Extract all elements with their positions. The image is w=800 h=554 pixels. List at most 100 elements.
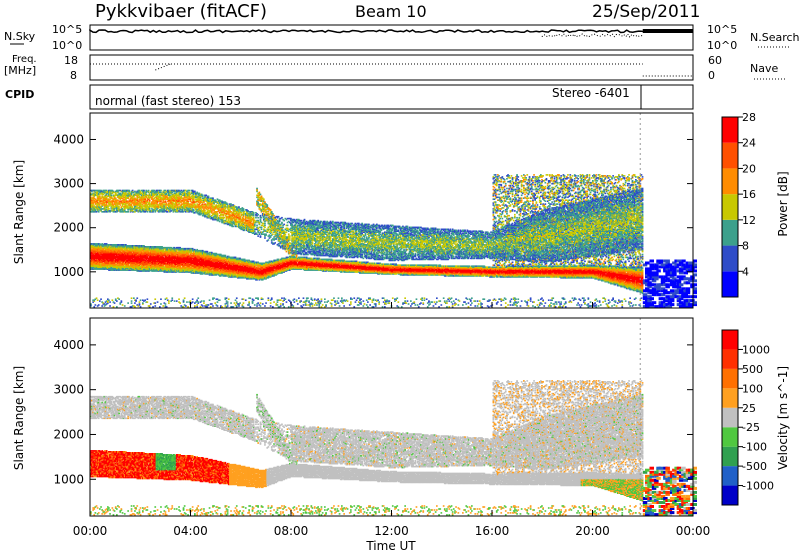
power-cell xyxy=(135,299,137,301)
power-cell xyxy=(187,306,189,308)
nave-tick-bottom: 0 xyxy=(708,69,715,82)
power-cell xyxy=(212,305,214,307)
power-cell xyxy=(213,297,215,299)
power-cell xyxy=(149,199,151,201)
power-cell xyxy=(176,300,178,302)
power-cell xyxy=(178,298,180,300)
power-cell xyxy=(124,305,126,307)
power-cell xyxy=(157,301,159,303)
power-cell xyxy=(171,299,173,301)
freq-tick-top: 18 xyxy=(64,54,78,67)
power-cell xyxy=(140,299,142,301)
power-cell xyxy=(202,305,204,307)
power-cell xyxy=(187,200,189,202)
power-cell xyxy=(202,195,204,197)
power-cell xyxy=(108,208,110,210)
power-cell xyxy=(168,300,170,302)
power-cell xyxy=(127,211,129,213)
cpid-mode: normal (fast stereo) 153 xyxy=(95,94,241,108)
freq-jump xyxy=(155,64,170,70)
power-cell xyxy=(185,305,187,307)
power-cell xyxy=(99,196,101,198)
cpid-mode2: Stereo -6401 xyxy=(552,86,630,100)
station-title: Pykkvibaer (fitACF) xyxy=(95,1,267,22)
power-cell xyxy=(210,306,212,308)
power-cell xyxy=(211,303,213,305)
power-cell xyxy=(154,302,156,304)
nsky-trace xyxy=(90,30,693,37)
nsky-line xyxy=(90,30,693,33)
power-cell xyxy=(148,190,150,192)
nsearch-line xyxy=(542,34,643,37)
power-cell xyxy=(139,303,141,305)
power-cell xyxy=(207,251,209,253)
power-cell xyxy=(131,300,133,302)
power-cell xyxy=(208,196,210,198)
nsky-tick-bottom: 10^0 xyxy=(52,39,82,52)
power-cell xyxy=(118,206,120,208)
power-cell xyxy=(160,303,162,305)
power-cell xyxy=(162,305,164,307)
power-cell xyxy=(221,306,223,308)
nsearch-tick-top: 10^5 xyxy=(707,23,737,36)
power-cell xyxy=(209,214,211,216)
power-cell xyxy=(98,304,100,306)
power-cell xyxy=(196,304,198,306)
power-cell xyxy=(112,299,114,301)
power-cell xyxy=(197,301,199,303)
power-cell xyxy=(95,304,97,306)
power-cell xyxy=(116,306,118,308)
power-cell xyxy=(134,302,136,304)
power-cell xyxy=(149,305,151,307)
power-cell xyxy=(212,197,214,199)
nsky-label: N.Sky xyxy=(4,30,36,43)
power-cell xyxy=(121,300,123,302)
power-cell xyxy=(203,300,205,302)
power-cell xyxy=(219,221,221,223)
power-cell xyxy=(147,298,149,300)
power-cell xyxy=(113,306,115,308)
power-cell xyxy=(196,306,198,308)
power-cell xyxy=(214,302,216,304)
power-cell xyxy=(136,297,138,299)
power-cell xyxy=(201,300,203,302)
power-cell xyxy=(132,190,134,192)
power-cell xyxy=(116,300,118,302)
power-cell xyxy=(194,305,196,307)
power-cell xyxy=(114,302,116,304)
nave-label: Nave xyxy=(750,62,778,75)
power-cell xyxy=(219,299,221,301)
power-cell xyxy=(109,305,111,307)
power-cell xyxy=(159,306,161,308)
power-cell xyxy=(115,197,117,199)
power-cell xyxy=(134,306,136,308)
power-cell xyxy=(200,306,202,308)
power-cell xyxy=(186,301,188,303)
power-cell xyxy=(166,297,168,299)
power-cell xyxy=(154,305,156,307)
power-cell xyxy=(165,200,167,202)
power-cell xyxy=(193,209,195,211)
power-cell xyxy=(192,298,194,300)
power-cell xyxy=(179,302,181,304)
power-cell xyxy=(110,195,112,197)
power-cell xyxy=(100,298,102,300)
power-cell xyxy=(188,190,190,192)
nave-tick-top: 60 xyxy=(708,54,722,67)
power-cell xyxy=(165,303,167,305)
power-cell xyxy=(147,211,149,213)
power-cell xyxy=(140,306,142,308)
radar-chart: Pykkvibaer (fitACF) Beam 10 25/Sep/2011 … xyxy=(0,0,800,554)
power-cell xyxy=(119,204,121,206)
power-cell xyxy=(194,203,196,205)
power-cell xyxy=(166,306,168,308)
power-cell xyxy=(207,306,209,308)
power-cell xyxy=(217,213,219,215)
power-cell xyxy=(192,301,194,303)
power-cell xyxy=(183,299,185,301)
power-cell xyxy=(197,297,199,299)
power-cell xyxy=(171,297,173,299)
power-cell xyxy=(108,299,110,301)
power-cell xyxy=(184,297,186,299)
power-cell xyxy=(96,297,98,299)
